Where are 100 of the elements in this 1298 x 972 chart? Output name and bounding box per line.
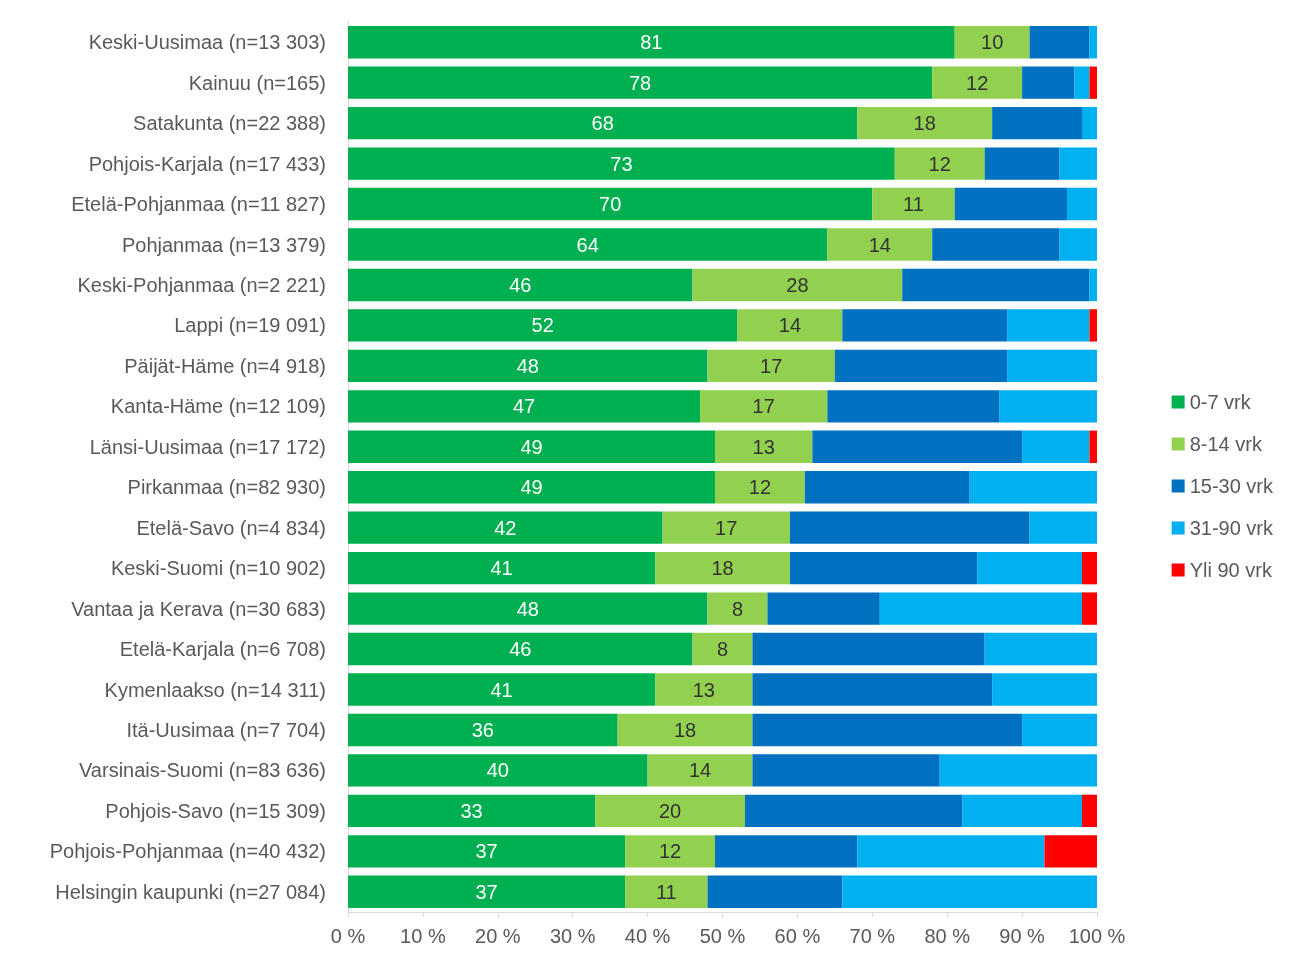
bar bbox=[1044, 835, 1097, 868]
bar bbox=[348, 349, 708, 383]
bar bbox=[879, 592, 1083, 625]
y-tick-label: Etelä-Karjala (n=6 708) bbox=[119, 638, 326, 661]
data-label: 11 bbox=[903, 193, 924, 216]
data-label: 33 bbox=[460, 799, 483, 822]
bar bbox=[752, 754, 940, 787]
bar bbox=[969, 471, 1097, 504]
bar bbox=[1022, 430, 1090, 463]
bar bbox=[752, 673, 993, 706]
data-label: 12 bbox=[966, 71, 989, 94]
bar bbox=[348, 390, 701, 423]
data-label: 48 bbox=[516, 354, 539, 377]
data-label: 42 bbox=[494, 516, 517, 539]
legend-label: 8-14 vrk bbox=[1189, 433, 1263, 455]
bar bbox=[894, 147, 985, 180]
x-tick-label: 80 % bbox=[924, 925, 971, 947]
data-label: 13 bbox=[692, 678, 715, 701]
bar bbox=[1029, 26, 1090, 59]
data-label: 37 bbox=[475, 840, 498, 863]
data-label: 8 bbox=[731, 597, 744, 620]
bar bbox=[595, 794, 745, 828]
y-tick-label: Etelä-Savo (n=4 834) bbox=[136, 516, 326, 539]
x-tick-label: 30 % bbox=[549, 925, 596, 947]
bar bbox=[348, 632, 693, 666]
bar bbox=[625, 835, 716, 868]
x-tick-label: 90 % bbox=[999, 925, 1046, 947]
bar bbox=[984, 632, 1097, 666]
bar bbox=[977, 551, 1083, 585]
bar bbox=[827, 390, 1000, 423]
bar bbox=[1074, 66, 1090, 99]
bar bbox=[662, 511, 790, 544]
legend-label: 15-30 vrk bbox=[1189, 475, 1274, 497]
bar bbox=[348, 187, 873, 221]
y-tick-label: Pohjois-Pohjanmaa (n=40 432) bbox=[49, 840, 326, 863]
y-tick-label: Etelä-Pohjanmaa (n=11 827) bbox=[71, 193, 326, 216]
bar bbox=[348, 592, 708, 625]
y-tick-label: Vantaa ja Kerava (n=30 683) bbox=[71, 597, 326, 620]
data-label: 46 bbox=[509, 638, 532, 661]
bar bbox=[857, 835, 1045, 868]
bar bbox=[1089, 26, 1097, 59]
bar bbox=[1089, 268, 1097, 302]
bar bbox=[1082, 551, 1097, 585]
bar bbox=[752, 713, 1023, 747]
bar bbox=[655, 551, 790, 585]
x-tick-label: 10 % bbox=[400, 925, 446, 947]
data-label: 17 bbox=[752, 395, 775, 418]
y-tick-label: Varsinais-Suomi (n=83 636) bbox=[79, 759, 326, 782]
bar bbox=[715, 471, 805, 504]
bar bbox=[1059, 147, 1097, 180]
bar bbox=[1007, 349, 1097, 383]
bar bbox=[692, 268, 903, 302]
data-label: 18 bbox=[711, 557, 734, 580]
bar bbox=[348, 754, 648, 787]
data-label: 8 bbox=[716, 638, 729, 661]
bar bbox=[1089, 309, 1097, 342]
bar bbox=[932, 228, 1060, 261]
data-label: 64 bbox=[576, 233, 599, 256]
x-tick-label: 0 % bbox=[330, 925, 366, 947]
bar bbox=[999, 390, 1097, 423]
data-label: 12 bbox=[658, 840, 682, 863]
bar bbox=[954, 26, 1030, 59]
data-label: 49 bbox=[520, 476, 543, 499]
data-label: 37 bbox=[475, 880, 498, 903]
bar bbox=[348, 673, 656, 706]
bar bbox=[737, 309, 843, 342]
y-tick-label: Pohjanmaa (n=13 379) bbox=[121, 233, 326, 256]
bar bbox=[984, 147, 1060, 180]
data-label: 49 bbox=[520, 435, 543, 458]
bar bbox=[1082, 794, 1097, 828]
bar bbox=[348, 106, 858, 140]
y-tick-label: Helsingin kaupunki (n=27 084) bbox=[55, 880, 326, 903]
bar bbox=[939, 754, 1097, 787]
bar bbox=[617, 713, 753, 747]
x-tick-label: 20 % bbox=[475, 925, 521, 947]
bar bbox=[348, 713, 618, 747]
bar bbox=[834, 349, 1008, 383]
data-label: 70 bbox=[599, 193, 622, 216]
bar bbox=[902, 268, 1090, 302]
data-label: 28 bbox=[786, 273, 809, 296]
bar bbox=[348, 66, 933, 99]
data-label: 14 bbox=[688, 759, 712, 782]
bar bbox=[1007, 309, 1090, 342]
bar bbox=[1082, 106, 1097, 140]
bar bbox=[348, 471, 716, 504]
legend-label: 31-90 vrk bbox=[1189, 517, 1274, 539]
bar bbox=[962, 794, 1083, 828]
bar bbox=[348, 511, 663, 544]
bar bbox=[707, 592, 768, 625]
data-label: 40 bbox=[486, 759, 509, 782]
bar bbox=[1089, 66, 1097, 99]
data-label: 46 bbox=[509, 273, 532, 296]
data-label: 81 bbox=[640, 31, 663, 54]
y-tick-label: Pohjois-Savo (n=15 309) bbox=[105, 799, 326, 822]
y-tick-label: Itä-Uusimaa (n=7 704) bbox=[126, 718, 326, 741]
bar bbox=[812, 430, 1023, 463]
y-tick-label: Keski-Pohjanmaa (n=2 221) bbox=[77, 273, 326, 296]
y-tick-label: Lappi (n=19 091) bbox=[174, 314, 326, 337]
bar bbox=[348, 26, 955, 59]
bar bbox=[647, 754, 753, 787]
